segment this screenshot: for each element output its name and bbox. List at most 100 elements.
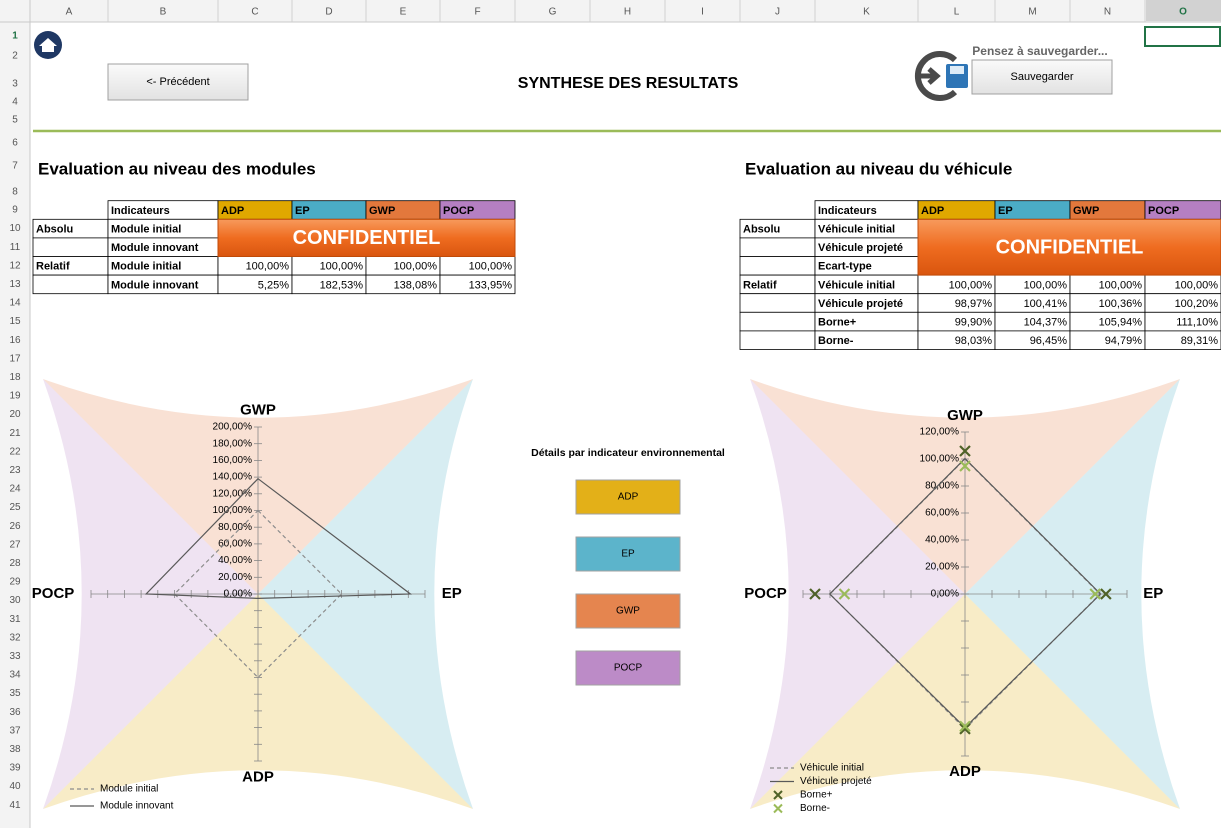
back-button-label[interactable]: <- Précédent bbox=[146, 76, 209, 88]
indicator-button[interactable] bbox=[575, 593, 681, 629]
table-cell bbox=[739, 293, 816, 313]
home-icon[interactable] bbox=[34, 31, 62, 59]
selected-column-header bbox=[1146, 0, 1221, 21]
table-value: 96,45% bbox=[1030, 335, 1068, 347]
row-header: 7 bbox=[12, 161, 18, 172]
table-value: 138,08% bbox=[394, 279, 438, 291]
indicator-button[interactable] bbox=[575, 650, 681, 686]
tick-label: 80,00% bbox=[925, 481, 959, 492]
indicator-button-label[interactable]: POCP bbox=[614, 663, 643, 674]
table-value: 182,53% bbox=[320, 279, 364, 291]
tick-label: 0,00% bbox=[931, 589, 959, 600]
table-value: 100,41% bbox=[1024, 298, 1068, 310]
tick-label: 120,00% bbox=[920, 427, 960, 438]
row-header-band bbox=[0, 0, 30, 828]
row-header: 37 bbox=[9, 725, 21, 736]
column-label: GWP bbox=[1073, 205, 1099, 217]
tick-label: 40,00% bbox=[218, 555, 252, 566]
series-marker bbox=[959, 723, 971, 735]
indicator-button-label[interactable]: EP bbox=[621, 549, 635, 560]
row-header: 29 bbox=[9, 577, 21, 588]
row-header: 2 bbox=[12, 51, 18, 62]
column-header: I bbox=[701, 7, 704, 18]
row-header: 8 bbox=[12, 187, 18, 198]
indicator-button-label[interactable]: GWP bbox=[616, 606, 640, 617]
indicator-button[interactable] bbox=[575, 479, 681, 515]
axis-label: EP bbox=[1143, 585, 1163, 602]
indicator-button-label[interactable]: ADP bbox=[618, 492, 639, 503]
table-value: 94,79% bbox=[1105, 335, 1143, 347]
modules-heading: Evaluation au niveau des modules bbox=[38, 159, 316, 178]
legend-marker bbox=[773, 803, 783, 814]
row-label: Module initial bbox=[111, 261, 181, 273]
axis-label: GWP bbox=[947, 407, 983, 424]
row-header: 27 bbox=[9, 539, 21, 550]
tick-label: 140,00% bbox=[213, 472, 253, 483]
tick-label: 160,00% bbox=[213, 455, 253, 466]
save-icon[interactable] bbox=[914, 51, 968, 101]
table-value: 133,95% bbox=[469, 279, 513, 291]
legend-label: Véhicule projeté bbox=[800, 776, 872, 787]
column-header: L bbox=[954, 7, 960, 18]
row-header: 20 bbox=[9, 409, 21, 420]
legend-marker bbox=[773, 790, 783, 800]
row-label: Véhicule projeté bbox=[818, 298, 903, 310]
column-label: GWP bbox=[369, 205, 395, 217]
save-button[interactable] bbox=[971, 59, 1113, 95]
row-header: 23 bbox=[9, 465, 21, 476]
table-value: 100,20% bbox=[1175, 298, 1219, 310]
row-label: Ecart-type bbox=[818, 261, 872, 273]
table-value: 100,00% bbox=[320, 261, 364, 273]
table-value: 100,00% bbox=[1099, 279, 1143, 291]
row-label: Borne- bbox=[818, 335, 854, 347]
save-arc[interactable] bbox=[914, 51, 958, 101]
back-button[interactable] bbox=[107, 63, 249, 101]
table-value: 100,00% bbox=[394, 261, 438, 273]
save-hint: Pensez à sauvegarder... bbox=[972, 44, 1107, 58]
home-glyph[interactable] bbox=[39, 38, 57, 52]
row-label: Borne+ bbox=[818, 317, 856, 329]
tick-label: 20,00% bbox=[925, 562, 959, 573]
row-header: 24 bbox=[9, 484, 21, 495]
series-marker bbox=[838, 588, 851, 600]
row-header: 38 bbox=[9, 744, 21, 755]
series-marker bbox=[959, 460, 971, 472]
series-marker bbox=[959, 445, 971, 457]
row-header: 12 bbox=[9, 260, 21, 271]
table-cell bbox=[739, 237, 816, 257]
floppy-label[interactable] bbox=[950, 66, 964, 74]
table-value: 105,94% bbox=[1099, 317, 1143, 329]
row-header: 39 bbox=[9, 763, 21, 774]
column-label: POCP bbox=[1148, 205, 1179, 217]
vehicle-heading: Evaluation au niveau du véhicule bbox=[745, 159, 1012, 178]
save-arrow[interactable] bbox=[918, 67, 941, 85]
table-cell bbox=[439, 274, 516, 295]
row-label: Véhicule initial bbox=[818, 279, 895, 291]
axis-label: POCP bbox=[744, 585, 787, 602]
page-title: SYNTHESE DES RESULTATS bbox=[518, 75, 739, 92]
axis-label: ADP bbox=[949, 763, 981, 780]
row-header: 16 bbox=[9, 335, 21, 346]
group-label: Absolu bbox=[743, 224, 780, 236]
legend-label: Module innovant bbox=[100, 801, 174, 812]
row-header: 31 bbox=[9, 614, 21, 625]
indicator-button[interactable] bbox=[575, 536, 681, 572]
tick-label: 200,00% bbox=[213, 422, 253, 433]
tick-label: 120,00% bbox=[213, 488, 253, 499]
row-header: 4 bbox=[12, 97, 18, 108]
column-header: A bbox=[66, 7, 73, 18]
tick-label: 60,00% bbox=[925, 508, 959, 519]
series-line bbox=[173, 509, 343, 679]
row-header: 18 bbox=[9, 372, 21, 383]
column-header: K bbox=[863, 7, 870, 18]
save-button-label[interactable]: Sauvegarder bbox=[1011, 71, 1074, 83]
details-title: Détails par indicateur environnemental bbox=[531, 447, 725, 459]
column-label: ADP bbox=[921, 205, 944, 217]
series-marker bbox=[1089, 588, 1101, 600]
selected-cell[interactable] bbox=[1144, 26, 1221, 47]
row-label: Module initial bbox=[111, 224, 181, 236]
row-label: Module innovant bbox=[111, 242, 199, 254]
table-value: 100,36% bbox=[1099, 298, 1143, 310]
row-header: 21 bbox=[9, 428, 21, 439]
column-label: ADP bbox=[221, 205, 244, 217]
